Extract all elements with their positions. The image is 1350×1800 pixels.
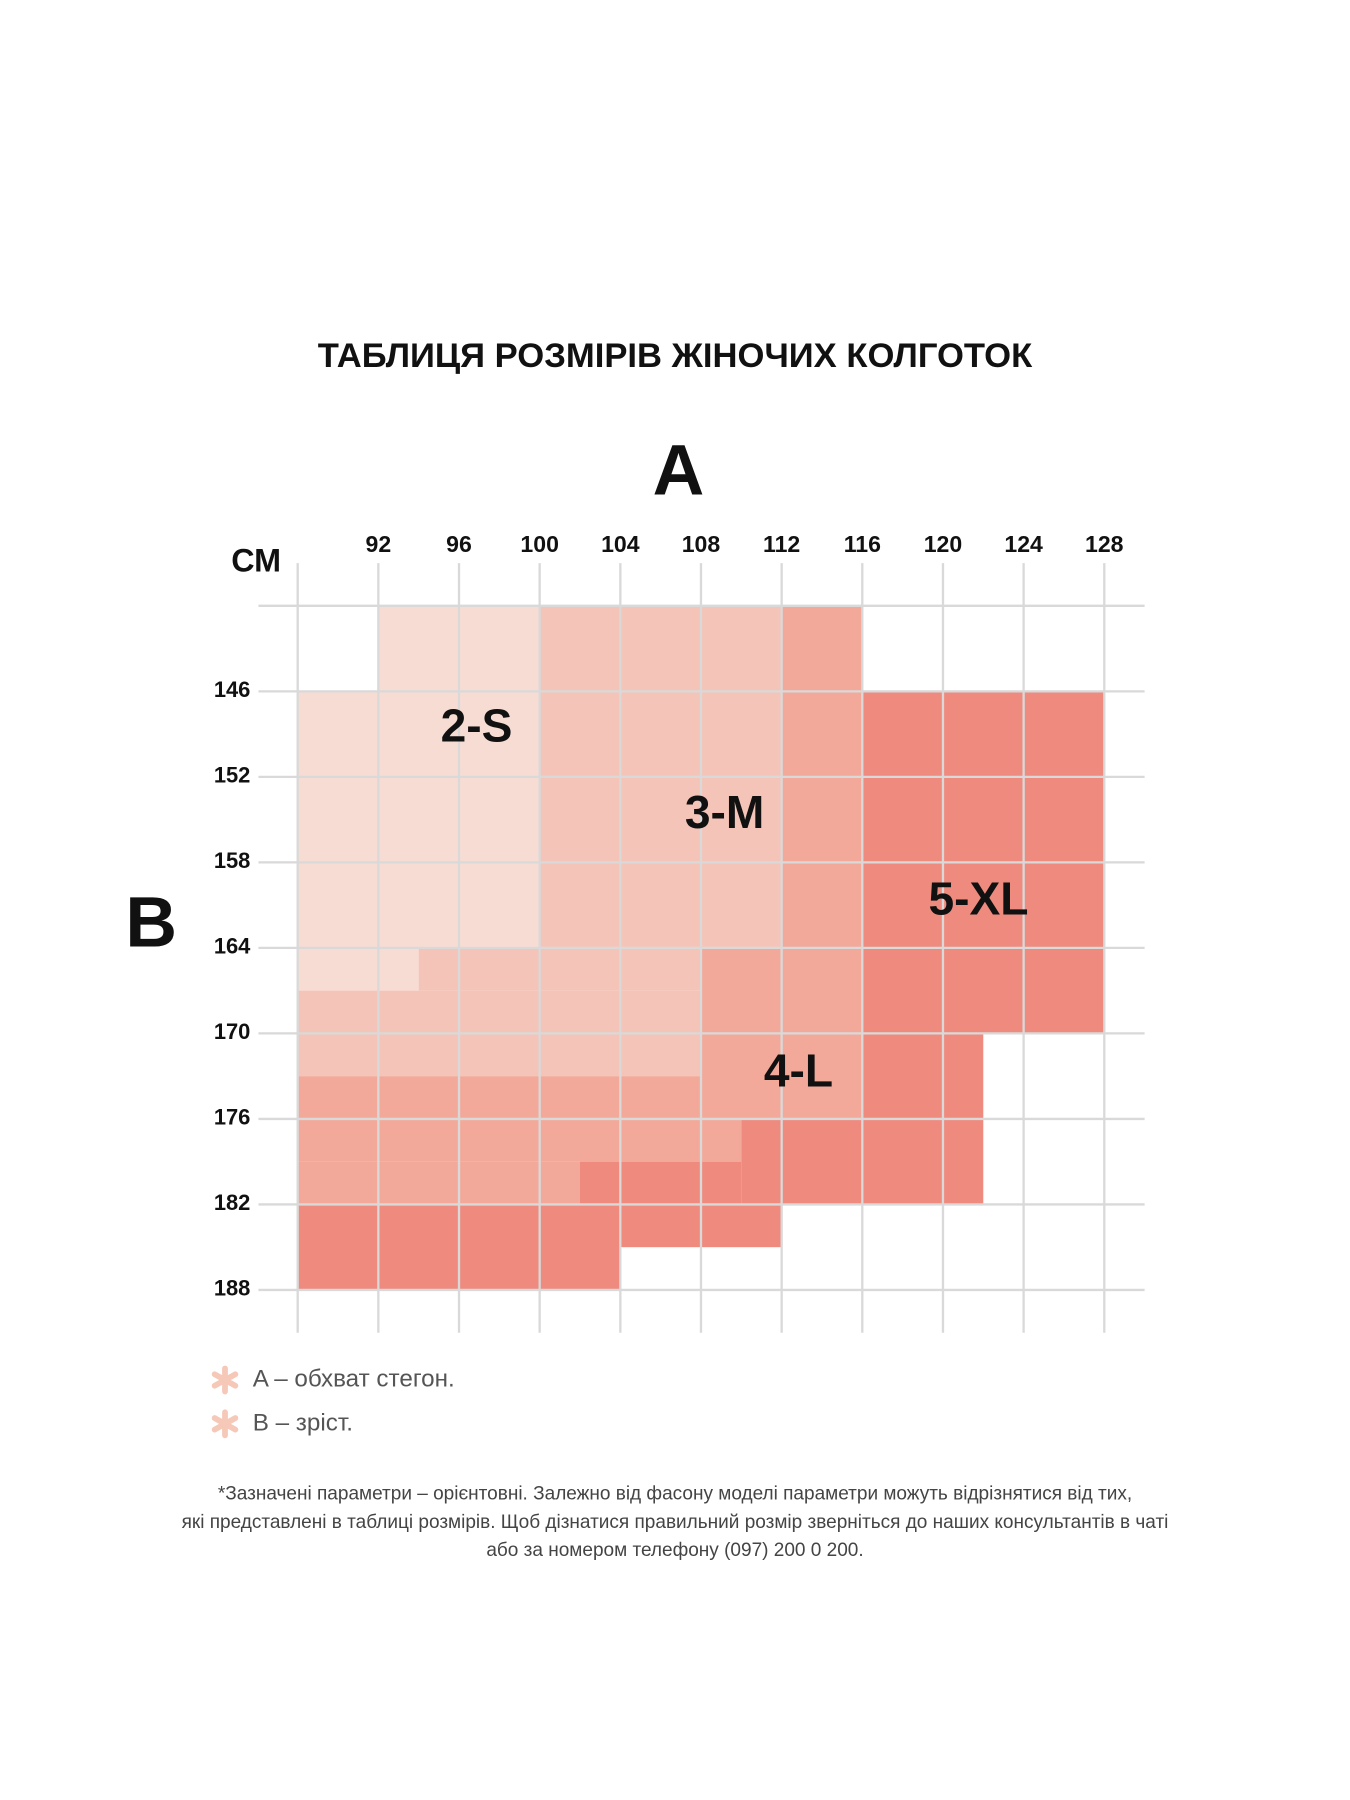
y-tick-label: 146 [214, 677, 251, 702]
size-region [297, 1161, 580, 1205]
x-tick-label: 116 [844, 531, 881, 557]
size-region [418, 947, 701, 991]
x-tick-label: 96 [446, 531, 472, 557]
plot: 92 96 100 104 108 112 116 120 124 128 146 152 158 164… [214, 531, 1145, 1333]
footnote: або за номером телефону (097) 200 0 200. [486, 1540, 863, 1561]
size-region [297, 947, 419, 991]
x-tick-label: 120 [924, 531, 962, 557]
y-tick-label: 152 [214, 763, 251, 788]
size-region [297, 691, 540, 948]
x-tick-label: 92 [366, 531, 392, 557]
unit-label: СМ [231, 543, 281, 579]
y-tick-label: 158 [214, 848, 251, 873]
size-label: 2-S [441, 699, 513, 751]
x-tick-label: 100 [520, 531, 558, 557]
size-region [297, 1118, 742, 1162]
size-region [580, 1161, 742, 1205]
size-label: 4-L [764, 1044, 833, 1096]
x-axis-label: A [653, 430, 705, 510]
x-tick-label: 124 [1004, 531, 1043, 557]
size-label: 5-XL [928, 872, 1028, 924]
footnote: *Зазначені параметри – орієнтовні. Залеж… [218, 1483, 1132, 1504]
size-region [297, 1076, 701, 1119]
y-tick-label: 182 [214, 1190, 251, 1215]
size-label: 3-M [685, 786, 764, 838]
x-tick-label: 108 [682, 531, 721, 557]
legend-item: B – зріст. [253, 1409, 353, 1436]
y-tick-label: 164 [214, 934, 251, 959]
x-tick-label: 112 [763, 531, 800, 557]
y-tick-label: 170 [214, 1019, 251, 1044]
title: ТАБЛИЦЯ РОЗМІРІВ ЖІНОЧИХ КОЛГОТОК [318, 337, 1033, 375]
y-tick-label: 188 [214, 1276, 251, 1301]
legend-item: A – обхват стегон. [253, 1365, 455, 1392]
x-tick-label: 128 [1085, 531, 1124, 557]
x-tick-label: 104 [601, 531, 640, 557]
size-region [741, 1118, 863, 1205]
y-tick-label: 176 [214, 1105, 251, 1130]
footnote: які представлені в таблиці розмірів. Щоб… [182, 1512, 1169, 1533]
y-axis-label: B [125, 883, 177, 963]
legend-icons [211, 1365, 239, 1439]
